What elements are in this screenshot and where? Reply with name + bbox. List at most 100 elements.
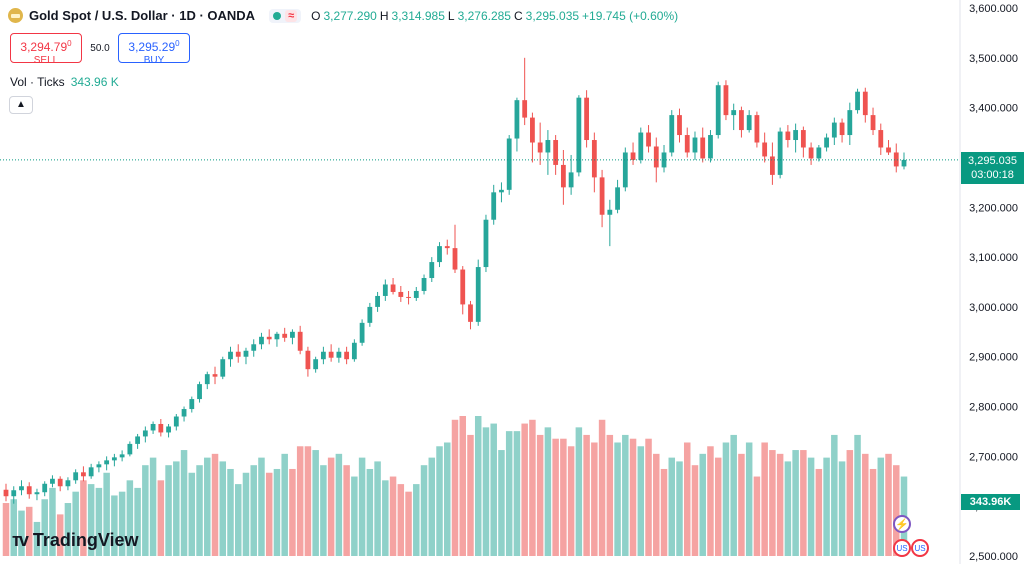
volume-bar — [428, 457, 436, 556]
volume-bar — [413, 484, 420, 556]
volume-bar — [498, 450, 505, 556]
candle-body — [88, 467, 94, 477]
event-lightning-icon[interactable]: ⚡ — [893, 515, 911, 533]
candle-body — [142, 430, 148, 437]
y-tick-label: 2,500.000 — [969, 551, 1018, 563]
sell-button[interactable]: 3,294.790 SELL — [10, 33, 82, 66]
candle-body — [259, 336, 264, 345]
candle-body — [878, 130, 884, 148]
y-tick-label: 3,000.000 — [969, 302, 1018, 314]
volume-bar — [792, 450, 799, 556]
volume-bar — [436, 446, 443, 556]
y-tick-label: 3,200.000 — [969, 202, 1018, 214]
candle-body — [475, 267, 481, 322]
candle-body — [568, 172, 574, 188]
candle-body — [847, 110, 853, 136]
volume-bar — [560, 438, 567, 556]
volume-bar — [366, 468, 374, 556]
volume-bar — [10, 499, 17, 556]
volume-bar — [807, 457, 815, 556]
volume-legend-label: Vol · Ticks — [10, 75, 65, 89]
volume-bar — [505, 431, 513, 556]
last-volume-label: 343.96K — [961, 494, 1020, 510]
volume-bar — [521, 423, 528, 556]
candle-body — [189, 399, 195, 410]
candle-body — [824, 137, 829, 148]
volume-bar — [258, 457, 265, 556]
volume-bar — [327, 457, 335, 556]
tradingview-logo-icon: ᴛᴠ — [12, 530, 29, 550]
volume-bar — [273, 468, 281, 556]
candle-body — [119, 454, 125, 458]
volume-bar — [591, 442, 598, 556]
volume-bar — [157, 480, 165, 556]
candle-body — [723, 85, 729, 116]
volume-bar — [304, 446, 312, 556]
candle-body — [530, 117, 535, 143]
candle-body — [886, 147, 891, 153]
candle-body — [483, 219, 489, 268]
volume-bar — [575, 427, 583, 556]
candle-body — [73, 472, 79, 481]
trade-panel: 3,294.790 SELL 50.0 3,295.290 BUY — [10, 33, 190, 66]
candle-body — [406, 296, 411, 298]
volume-bar — [382, 480, 389, 556]
collapse-legend-button[interactable]: ▲ — [9, 96, 33, 114]
market-status-pill[interactable]: ≈ — [269, 8, 302, 23]
volume-bar — [49, 487, 56, 556]
data-delay-icon: ≈ — [285, 9, 298, 22]
volume-bar — [784, 461, 792, 556]
candle-body — [646, 132, 651, 147]
event-us-flag-icon-2[interactable]: US — [911, 539, 929, 557]
volume-bar — [536, 434, 544, 556]
event-us-flag-icon[interactable]: US — [893, 539, 911, 557]
volume-bar — [103, 472, 110, 556]
candle-body — [468, 304, 473, 322]
tradingview-logo[interactable]: ᴛᴠ TradingView — [12, 530, 139, 551]
volume-bar — [134, 487, 141, 556]
candle-body — [150, 423, 156, 431]
volume-bar — [180, 450, 188, 556]
candle-body — [282, 333, 288, 338]
candle-body — [630, 152, 636, 160]
buy-button[interactable]: 3,295.290 BUY — [118, 33, 190, 66]
candle-body — [34, 492, 40, 495]
candle-body — [290, 331, 295, 338]
volume-bar — [219, 461, 227, 556]
candle-body — [800, 130, 806, 148]
candle-body — [545, 140, 551, 153]
bar-countdown: 03:00:18 — [971, 169, 1014, 181]
candle-body — [65, 480, 71, 487]
volume-bar — [420, 465, 428, 556]
candle-body — [708, 135, 713, 159]
candle-body — [901, 159, 907, 167]
volume-bar — [149, 457, 157, 556]
volume-bar — [188, 472, 196, 556]
volume-bar — [444, 442, 451, 556]
volume-legend[interactable]: Vol · Ticks 343.96 K — [10, 75, 119, 89]
volume-bar — [893, 465, 900, 556]
volume-bar — [118, 491, 126, 556]
y-tick-label: 3,500.000 — [969, 53, 1018, 65]
candle-body — [328, 351, 334, 358]
candle-body — [816, 147, 822, 159]
candle-body — [382, 284, 388, 296]
volume-bar — [289, 468, 296, 556]
volume-bar — [653, 453, 660, 556]
symbol-title[interactable]: Gold Spot / U.S. Dollar · 1D · OANDA — [29, 8, 256, 23]
volume-bar — [335, 453, 343, 556]
candle-body — [893, 152, 899, 167]
candle-body — [808, 147, 814, 159]
volume-bar — [41, 499, 48, 556]
candle-body — [297, 331, 303, 351]
candle-body — [173, 416, 179, 427]
volume-bar — [111, 495, 118, 556]
volume-bar — [838, 461, 846, 556]
candle-body — [437, 246, 442, 263]
candle-body — [460, 269, 466, 305]
volume-bar — [544, 427, 552, 556]
volume-bar — [467, 434, 474, 556]
volume-bar — [95, 487, 103, 556]
volume-bar — [552, 438, 559, 556]
